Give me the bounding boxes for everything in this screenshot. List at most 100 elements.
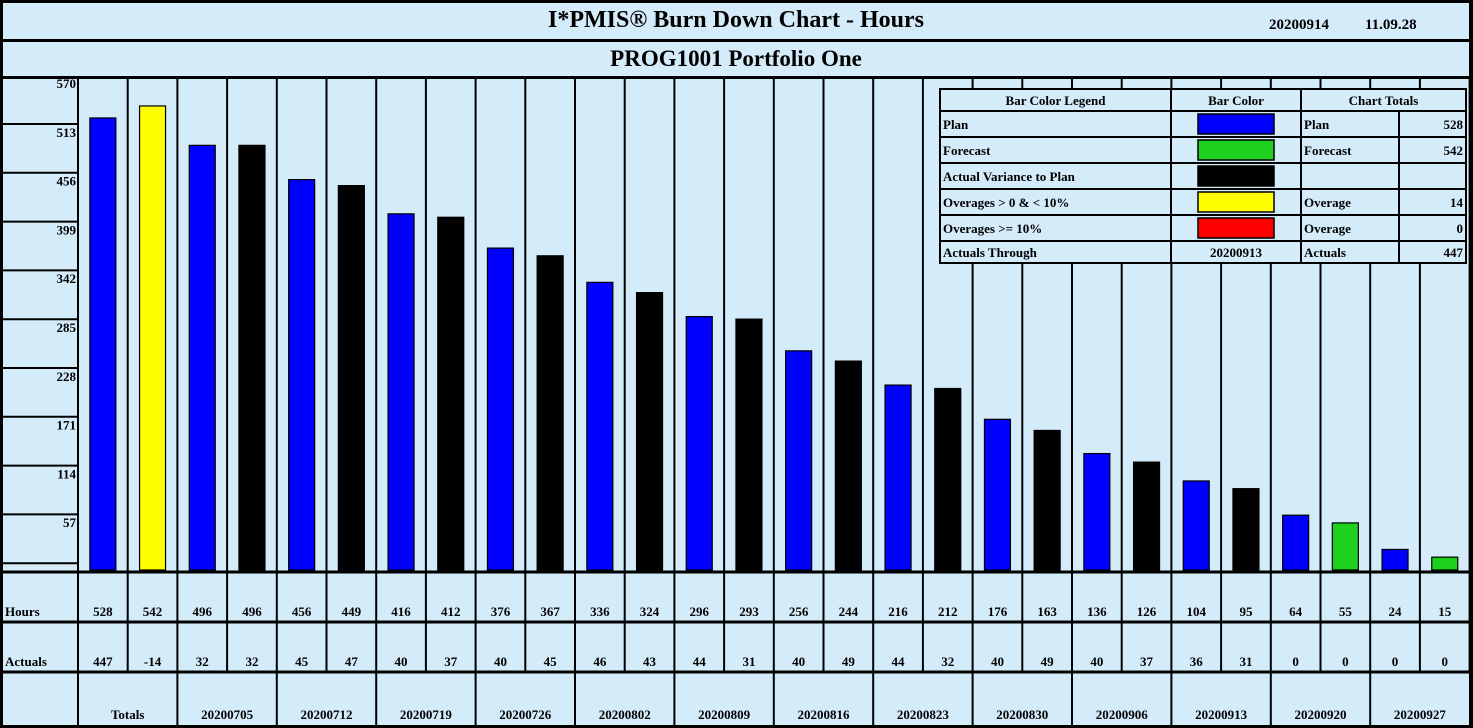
hours-value: 496 — [193, 604, 213, 619]
y-tick-label: 570 — [57, 76, 77, 91]
total-value: 528 — [1444, 117, 1464, 132]
actuals-value: 40 — [1090, 654, 1103, 669]
bar — [785, 350, 813, 571]
hours-value: 376 — [491, 604, 511, 619]
hours-value: 542 — [143, 604, 163, 619]
legend-swatch — [1197, 191, 1275, 213]
legend-label: Actual Variance to Plan — [943, 169, 1076, 184]
actuals-value: 49 — [842, 654, 856, 669]
hours-value: 528 — [93, 604, 113, 619]
period-label: 20200830 — [996, 707, 1048, 722]
report-time: 11.09.28 — [1365, 17, 1417, 33]
period-label: 20200712 — [301, 707, 353, 722]
actuals-value: 47 — [345, 654, 359, 669]
period-label: 20200927 — [1394, 707, 1447, 722]
y-tick-label: 228 — [57, 369, 77, 384]
legend-label: Overages > 0 & < 10% — [943, 195, 1069, 210]
bar — [188, 144, 216, 571]
period-label: 20200913 — [1195, 707, 1248, 722]
bar — [1232, 488, 1260, 571]
actuals-row-label: Actuals — [5, 654, 47, 669]
hours-value: 256 — [789, 604, 809, 619]
bar — [834, 360, 862, 571]
actuals-value: 44 — [892, 654, 906, 669]
bar — [536, 255, 564, 571]
bar — [1331, 522, 1359, 571]
bar — [1132, 461, 1161, 571]
legend-label: Plan — [943, 117, 969, 132]
actuals-value: 0 — [1292, 654, 1299, 669]
legend-header: Chart Totals — [1349, 93, 1419, 108]
actuals-value: 0 — [1442, 654, 1449, 669]
actuals-value: 447 — [93, 654, 113, 669]
bar — [735, 318, 763, 571]
y-tick-label: 57 — [63, 515, 77, 530]
hours-value: 293 — [739, 604, 759, 619]
actuals-value: 37 — [444, 654, 458, 669]
bar — [1083, 452, 1111, 571]
total-value: 542 — [1444, 143, 1464, 158]
total-label: Actuals — [1304, 245, 1346, 260]
y-tick-label: 285 — [57, 320, 77, 335]
hours-value: 244 — [839, 604, 859, 619]
y-tick-label: 456 — [57, 174, 77, 189]
hours-value: 456 — [292, 604, 312, 619]
period-label: 20200906 — [1096, 707, 1149, 722]
actuals-value: 40 — [395, 654, 408, 669]
period-label: 20200816 — [798, 707, 851, 722]
bar — [387, 213, 415, 571]
hours-value: 95 — [1239, 604, 1253, 619]
actuals-value: -14 — [144, 654, 162, 669]
hours-value: 367 — [540, 604, 560, 619]
actuals-value: 32 — [245, 654, 258, 669]
subtitle-row: PROG1001 Portfolio One — [3, 42, 1469, 79]
hours-value: 15 — [1438, 604, 1452, 619]
hours-value: 104 — [1187, 604, 1207, 619]
hours-value: 412 — [441, 604, 461, 619]
bar — [238, 144, 266, 571]
actuals-value: 32 — [196, 654, 209, 669]
bar — [586, 281, 614, 571]
period-label: 20200726 — [499, 707, 552, 722]
actuals-value: 32 — [941, 654, 954, 669]
bar — [1282, 514, 1310, 571]
period-label: 20200802 — [599, 707, 651, 722]
period-label: 20200920 — [1295, 707, 1347, 722]
actuals-through-label: Actuals Through — [943, 245, 1038, 260]
chart-subtitle: PROG1001 Portfolio One — [610, 46, 862, 71]
y-tick-label: 171 — [57, 418, 77, 433]
bar — [1033, 429, 1061, 571]
hours-value: 336 — [590, 604, 610, 619]
total-label: Forecast — [1304, 143, 1352, 158]
bar — [983, 418, 1012, 571]
hours-value: 55 — [1339, 604, 1353, 619]
actuals-value: 45 — [544, 654, 558, 669]
actuals-value: 43 — [643, 654, 657, 669]
period-label: 20200705 — [201, 707, 254, 722]
legend-swatch — [1197, 217, 1275, 239]
hours-value: 24 — [1389, 604, 1403, 619]
period-label: 20200719 — [400, 707, 453, 722]
total-label: Overage — [1304, 221, 1351, 236]
y-tick-label: 513 — [57, 125, 77, 140]
title-row: I*PMIS® Burn Down Chart - Hours 20200914… — [3, 3, 1469, 42]
actuals-value: 40 — [792, 654, 805, 669]
bar — [934, 387, 962, 571]
bar — [1381, 548, 1409, 571]
hours-value: 296 — [690, 604, 710, 619]
hours-value: 324 — [640, 604, 660, 619]
legend-swatch — [1197, 113, 1275, 135]
actuals-value: 31 — [1239, 654, 1252, 669]
total-label: Overage — [1304, 195, 1351, 210]
actuals-value: 46 — [593, 654, 607, 669]
actuals-value: 49 — [1041, 654, 1055, 669]
hours-row-label: Hours — [5, 604, 40, 619]
legend-header: Bar Color Legend — [1006, 93, 1107, 108]
bar — [138, 105, 167, 571]
y-tick-label: 399 — [57, 222, 77, 237]
bar — [437, 216, 465, 571]
chart-title: I*PMIS® Burn Down Chart - Hours — [548, 7, 924, 33]
bar — [288, 179, 316, 571]
hours-value: 136 — [1087, 604, 1107, 619]
